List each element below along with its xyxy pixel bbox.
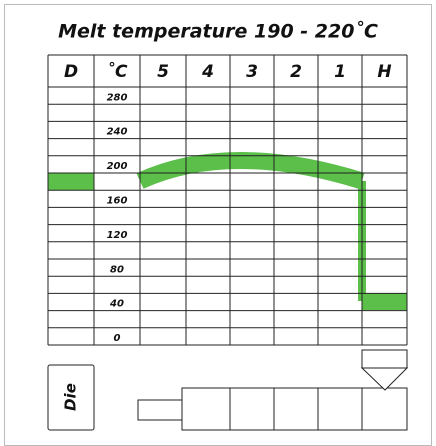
column-header: 3 bbox=[246, 62, 258, 82]
scale-label: 120 bbox=[107, 230, 128, 241]
column-header: ˚C bbox=[107, 61, 129, 82]
table-labels: D ˚C 5 4 3 2 1 H 280 240 200 160 120 80 40 0 bbox=[64, 61, 392, 344]
die-label: Die bbox=[62, 383, 80, 411]
table-grid bbox=[47, 54, 408, 346]
scale-label: 160 bbox=[107, 196, 128, 207]
die-box bbox=[47, 364, 95, 431]
scale-label: 80 bbox=[110, 264, 124, 275]
scale-label: 280 bbox=[107, 92, 128, 103]
column-header: H bbox=[377, 62, 391, 82]
temperature-profile bbox=[48, 152, 407, 310]
column-header: D bbox=[64, 62, 78, 82]
column-header: 4 bbox=[201, 62, 214, 82]
scale-label: 0 bbox=[114, 333, 121, 344]
scale-label: 40 bbox=[109, 299, 124, 310]
column-header: 2 bbox=[290, 62, 302, 82]
extruder bbox=[137, 349, 409, 431]
column-header: 1 bbox=[334, 62, 346, 82]
scale-label: 240 bbox=[107, 127, 128, 138]
scale-label: 200 bbox=[107, 161, 128, 172]
title: Melt temperature 190 - 220˚C bbox=[58, 20, 378, 43]
column-header: 5 bbox=[157, 62, 169, 82]
